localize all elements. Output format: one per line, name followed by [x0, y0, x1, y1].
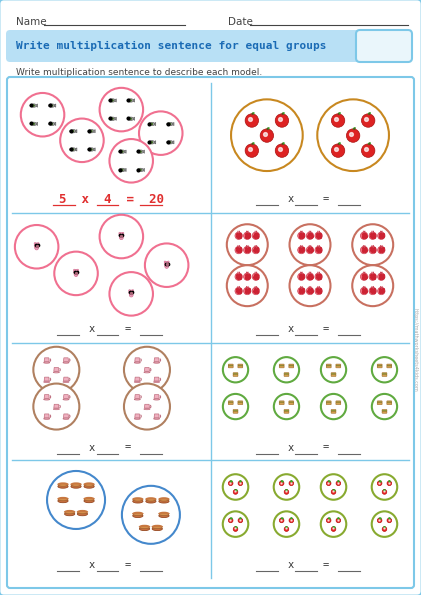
Ellipse shape [338, 112, 341, 114]
Text: =: = [124, 443, 131, 453]
Circle shape [223, 394, 248, 419]
Circle shape [132, 290, 134, 292]
Circle shape [298, 287, 305, 295]
FancyBboxPatch shape [233, 372, 238, 375]
Polygon shape [144, 404, 149, 408]
Ellipse shape [134, 381, 140, 383]
FancyBboxPatch shape [387, 366, 392, 368]
Circle shape [129, 290, 131, 292]
Circle shape [298, 273, 305, 280]
Circle shape [223, 511, 248, 537]
FancyBboxPatch shape [377, 401, 382, 403]
Ellipse shape [58, 498, 68, 501]
Ellipse shape [88, 130, 94, 133]
FancyBboxPatch shape [356, 30, 412, 62]
Circle shape [238, 481, 242, 486]
Ellipse shape [109, 99, 115, 102]
Ellipse shape [149, 123, 153, 125]
Ellipse shape [252, 143, 254, 145]
Circle shape [15, 225, 59, 268]
Circle shape [352, 265, 393, 306]
Circle shape [74, 269, 75, 271]
Ellipse shape [64, 512, 75, 516]
Circle shape [360, 232, 368, 239]
Polygon shape [44, 394, 49, 399]
Ellipse shape [282, 143, 284, 145]
Ellipse shape [53, 408, 59, 410]
FancyBboxPatch shape [326, 403, 331, 405]
FancyBboxPatch shape [387, 403, 392, 405]
Polygon shape [135, 414, 140, 418]
FancyBboxPatch shape [280, 365, 284, 367]
Circle shape [377, 481, 382, 486]
Circle shape [369, 287, 376, 295]
FancyBboxPatch shape [382, 409, 387, 412]
Circle shape [164, 261, 166, 263]
FancyBboxPatch shape [387, 402, 392, 403]
Ellipse shape [30, 122, 37, 126]
Circle shape [34, 243, 39, 248]
FancyBboxPatch shape [284, 411, 288, 412]
Text: Name: Name [16, 17, 47, 27]
Polygon shape [115, 117, 116, 120]
Ellipse shape [63, 362, 69, 364]
Circle shape [145, 243, 189, 287]
Polygon shape [54, 404, 59, 408]
Polygon shape [75, 130, 77, 133]
Ellipse shape [119, 168, 125, 171]
Ellipse shape [154, 362, 160, 364]
Ellipse shape [44, 418, 50, 419]
Ellipse shape [120, 151, 123, 153]
Ellipse shape [133, 500, 143, 503]
Text: =: = [322, 324, 329, 334]
Polygon shape [44, 414, 49, 418]
Circle shape [37, 243, 39, 245]
Ellipse shape [53, 372, 59, 373]
Text: 5  x  4  =  20: 5 x 4 = 20 [59, 193, 164, 206]
Ellipse shape [148, 140, 155, 144]
Text: https://mathworksheets4kids.com: https://mathworksheets4kids.com [413, 308, 418, 392]
Ellipse shape [252, 112, 254, 114]
FancyBboxPatch shape [336, 366, 341, 368]
FancyBboxPatch shape [233, 411, 238, 414]
Circle shape [235, 246, 242, 253]
Circle shape [109, 139, 153, 183]
Ellipse shape [138, 151, 141, 153]
FancyBboxPatch shape [279, 401, 284, 403]
Circle shape [245, 144, 258, 157]
Ellipse shape [58, 499, 68, 503]
Circle shape [124, 347, 170, 393]
Ellipse shape [134, 399, 140, 400]
Circle shape [227, 224, 268, 265]
Circle shape [47, 471, 105, 529]
Circle shape [260, 129, 274, 142]
Circle shape [377, 518, 382, 523]
Ellipse shape [77, 511, 87, 514]
Circle shape [306, 232, 314, 239]
Circle shape [362, 144, 375, 157]
FancyBboxPatch shape [289, 401, 294, 403]
Circle shape [33, 347, 79, 393]
Ellipse shape [129, 293, 133, 297]
Polygon shape [54, 122, 56, 126]
Circle shape [387, 481, 392, 486]
Ellipse shape [63, 399, 69, 400]
Circle shape [33, 384, 79, 430]
Ellipse shape [152, 526, 162, 529]
FancyBboxPatch shape [382, 374, 386, 375]
Polygon shape [135, 377, 140, 381]
FancyBboxPatch shape [6, 30, 374, 62]
Ellipse shape [65, 511, 75, 514]
Polygon shape [133, 117, 135, 120]
Circle shape [369, 246, 376, 253]
Ellipse shape [152, 527, 163, 531]
FancyBboxPatch shape [289, 364, 294, 366]
Circle shape [223, 357, 248, 383]
Circle shape [60, 118, 104, 162]
FancyBboxPatch shape [289, 403, 294, 405]
Circle shape [317, 99, 389, 171]
Ellipse shape [58, 483, 68, 486]
Ellipse shape [154, 418, 160, 419]
Ellipse shape [139, 527, 149, 531]
